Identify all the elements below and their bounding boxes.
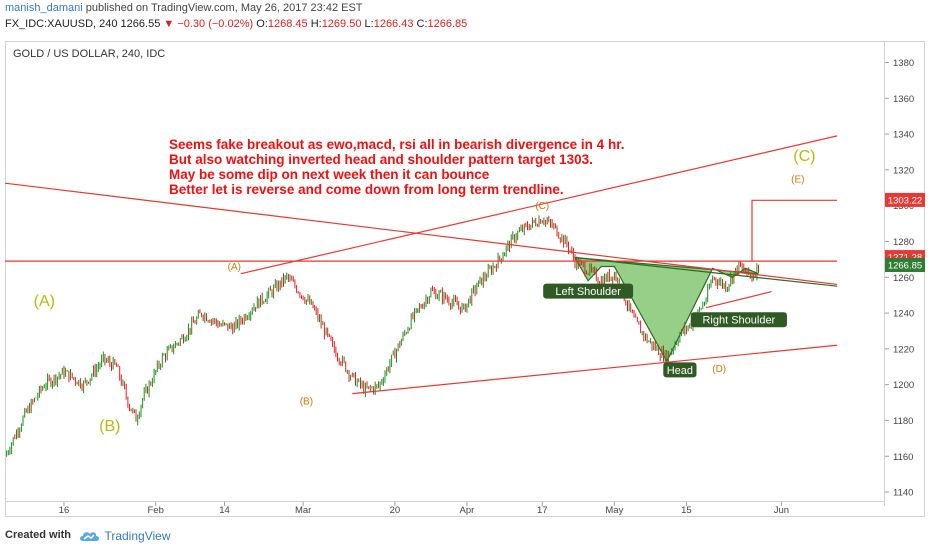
price-badge-label: 1303.22: [888, 195, 922, 206]
cloud-icon: [80, 532, 99, 541]
pattern-label: Head: [667, 365, 693, 377]
pattern-label-box: [663, 362, 697, 378]
y-tick-label: 1360: [893, 94, 914, 105]
long-term-trendline[interactable]: [0, 181, 838, 286]
low-label: L:: [364, 18, 374, 30]
wave-label: (B): [99, 418, 120, 435]
last-price: 1266.55: [120, 18, 161, 30]
neckline[interactable]: [574, 256, 838, 287]
publish-text: published on TradingView.com, May 26, 20…: [85, 2, 363, 14]
x-tick-label: May: [605, 505, 623, 516]
chart-svg[interactable]: GOLD / US DOLLAR, 240, IDC 1140 1160 1180 1…: [0, 41, 925, 517]
wave-label: (E): [791, 174, 804, 185]
y-tick-label: 1260: [893, 273, 914, 284]
x-tick-label: 17: [537, 505, 548, 516]
open-label: O:: [256, 18, 268, 30]
chart-area[interactable]: GOLD / US DOLLAR, 240, IDC 1140 1160 1180 1…: [0, 41, 925, 517]
x-tick-label: Feb: [148, 505, 164, 516]
wave-label: (C): [793, 148, 815, 165]
pattern-label: Left Shoulder: [555, 286, 621, 298]
y-tick-label: 1340: [893, 130, 914, 141]
wave-label: (C): [535, 201, 549, 212]
trendlines-layer: [0, 135, 838, 395]
wave-labels-layer: (A) (B) (C) (A) (B) (C) (D) (E): [34, 148, 816, 435]
open-value: 1268.45: [267, 18, 308, 30]
wave-label: (B): [300, 396, 313, 407]
y-tick-label: 1220: [893, 344, 914, 355]
x-axis: 16 Feb 14 Mar 20 Apr 17 May 15 Jun: [59, 502, 789, 516]
x-tick-label: 16: [59, 505, 70, 516]
symbol-name: FX_IDC:XAUUSD, 240: [5, 18, 118, 30]
y-tick-label: 1180: [893, 416, 913, 427]
price-badges-layer: 1303.221271.281266.85: [885, 192, 925, 273]
x-tick-label: Mar: [295, 505, 311, 516]
author-link[interactable]: manish_damani: [5, 2, 83, 14]
annotation-line: Seems fake breakout as ewo,macd, rsi all…: [169, 137, 624, 152]
close-value: 1266.85: [427, 18, 468, 30]
wave-label: (A): [228, 262, 241, 273]
high-value: 1269.50: [321, 18, 362, 30]
annotation-line: But also watching inverted head and shou…: [169, 152, 593, 167]
y-tick-label: 1140: [893, 488, 913, 499]
upper-channel[interactable]: [240, 135, 838, 275]
price-badge: [885, 192, 925, 207]
pattern-labels-layer: Left Shoulder Head Right Shoulder: [543, 283, 787, 378]
price-badge: [885, 258, 925, 273]
chart-title: GOLD / US DOLLAR, 240, IDC: [13, 48, 165, 60]
right-shoulder-base[interactable]: [705, 291, 772, 309]
y-tick-label: 1320: [893, 165, 914, 176]
low-value: 1266.43: [373, 18, 414, 30]
footer: Created with TradingView: [0, 520, 932, 550]
down-arrow-icon: ▼: [163, 18, 175, 30]
pattern-label-box: [690, 312, 787, 328]
x-tick-label: 20: [390, 505, 401, 516]
y-tick-label: 1280: [893, 237, 914, 248]
price-change: −0.30 (−0.02%): [177, 18, 254, 30]
x-tick-label: 15: [681, 505, 692, 516]
annotation-line: Better let is reverse and come down from…: [169, 182, 564, 197]
tradingview-brand: TradingView: [104, 528, 171, 543]
header: manish_damani published on TradingView.c…: [0, 0, 932, 38]
price-badge-label: 1266.85: [888, 261, 922, 272]
annotation-line: May be some dip on next week then it can…: [169, 167, 490, 182]
y-tick-label: 1200: [893, 380, 914, 391]
x-tick-label: Apr: [460, 505, 475, 516]
target-line[interactable]: [751, 199, 838, 262]
created-with-label: Created with: [5, 529, 72, 541]
y-tick-label: 1160: [893, 452, 913, 463]
close-label: C:: [416, 18, 428, 30]
lower-channel[interactable]: [352, 344, 838, 395]
publish-info: manish_damani published on TradingView.c…: [5, 2, 363, 14]
y-tick-label: 1380: [893, 58, 914, 69]
wave-label: (A): [34, 293, 55, 310]
tradingview-logo[interactable]: TradingView: [78, 527, 171, 543]
y-tick-label: 1240: [893, 309, 914, 320]
pattern-label-box: [543, 283, 634, 299]
pattern-label: Right Shoulder: [702, 315, 775, 327]
annotation-text: Seems fake breakout as ewo,macd, rsi all…: [169, 137, 624, 197]
symbol-info: FX_IDC:XAUUSD, 240 1266.55 ▼ −0.30 (−0.0…: [5, 18, 467, 30]
chart-border: [5, 41, 925, 517]
x-tick-label: 14: [219, 505, 230, 516]
wave-label: (D): [712, 364, 726, 375]
x-tick-label: Jun: [774, 505, 789, 516]
high-label: H:: [310, 18, 322, 30]
